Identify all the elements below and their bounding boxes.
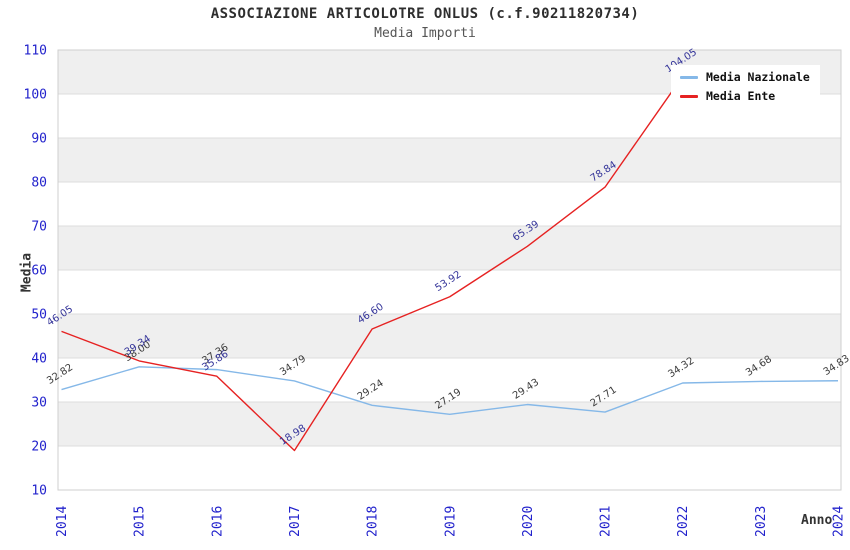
x-tick-label: 2021 <box>599 506 614 537</box>
chart-title: ASSOCIAZIONE ARTICOLOTRE ONLUS (c.f.9021… <box>210 6 640 22</box>
x-tick-label: 2014 <box>55 506 70 537</box>
plot-band <box>58 138 841 182</box>
plot-band <box>58 402 841 446</box>
y-tick-label: 100 <box>24 88 47 103</box>
x-tick-label: 2016 <box>210 506 225 537</box>
x-tick-label: 2023 <box>754 506 769 537</box>
x-tick-label: 2017 <box>288 506 303 537</box>
y-tick-label: 60 <box>31 264 47 279</box>
y-tick-label: 40 <box>31 352 47 367</box>
y-axis-title: Media <box>19 252 35 293</box>
y-tick-label: 80 <box>31 176 47 191</box>
media-nazionale-line-swatch <box>680 75 698 79</box>
x-tick-label: 2020 <box>521 506 536 537</box>
legend: Media Nazionale Media Ente <box>671 65 820 109</box>
y-tick-label: 70 <box>31 220 47 235</box>
plot-band <box>58 314 841 358</box>
plot-band <box>58 226 841 270</box>
x-tick-label: 2019 <box>443 506 458 537</box>
y-tick-label: 20 <box>31 440 47 455</box>
y-tick-label: 50 <box>31 308 47 323</box>
series-line-media-ente <box>61 75 684 452</box>
y-tick-label: 30 <box>31 396 47 411</box>
plot-band <box>58 270 841 314</box>
legend-label: Media Nazionale <box>706 70 810 84</box>
x-tick-label: 2018 <box>366 506 381 537</box>
series-line-media-nazionale <box>61 366 839 416</box>
y-tick-label: 90 <box>31 132 47 147</box>
legend-item-media-ente: Media Ente <box>680 89 810 103</box>
plot-band <box>58 182 841 226</box>
x-axis-title: Anno <box>801 513 833 528</box>
x-tick-label: 2015 <box>133 506 148 537</box>
legend-label: Media Ente <box>706 89 776 103</box>
plot-band <box>58 446 841 490</box>
media-ente-line-swatch <box>680 94 698 98</box>
x-tick-label: 2022 <box>676 506 691 537</box>
plot-band <box>58 358 841 402</box>
y-tick-label: 110 <box>24 44 47 59</box>
plot-border <box>57 49 842 491</box>
y-tick-label: 10 <box>31 484 47 499</box>
chart-subtitle: Media Importi <box>374 26 476 41</box>
legend-item-media-nazionale: Media Nazionale <box>680 70 810 84</box>
x-tick-label: 2024 <box>832 506 847 537</box>
